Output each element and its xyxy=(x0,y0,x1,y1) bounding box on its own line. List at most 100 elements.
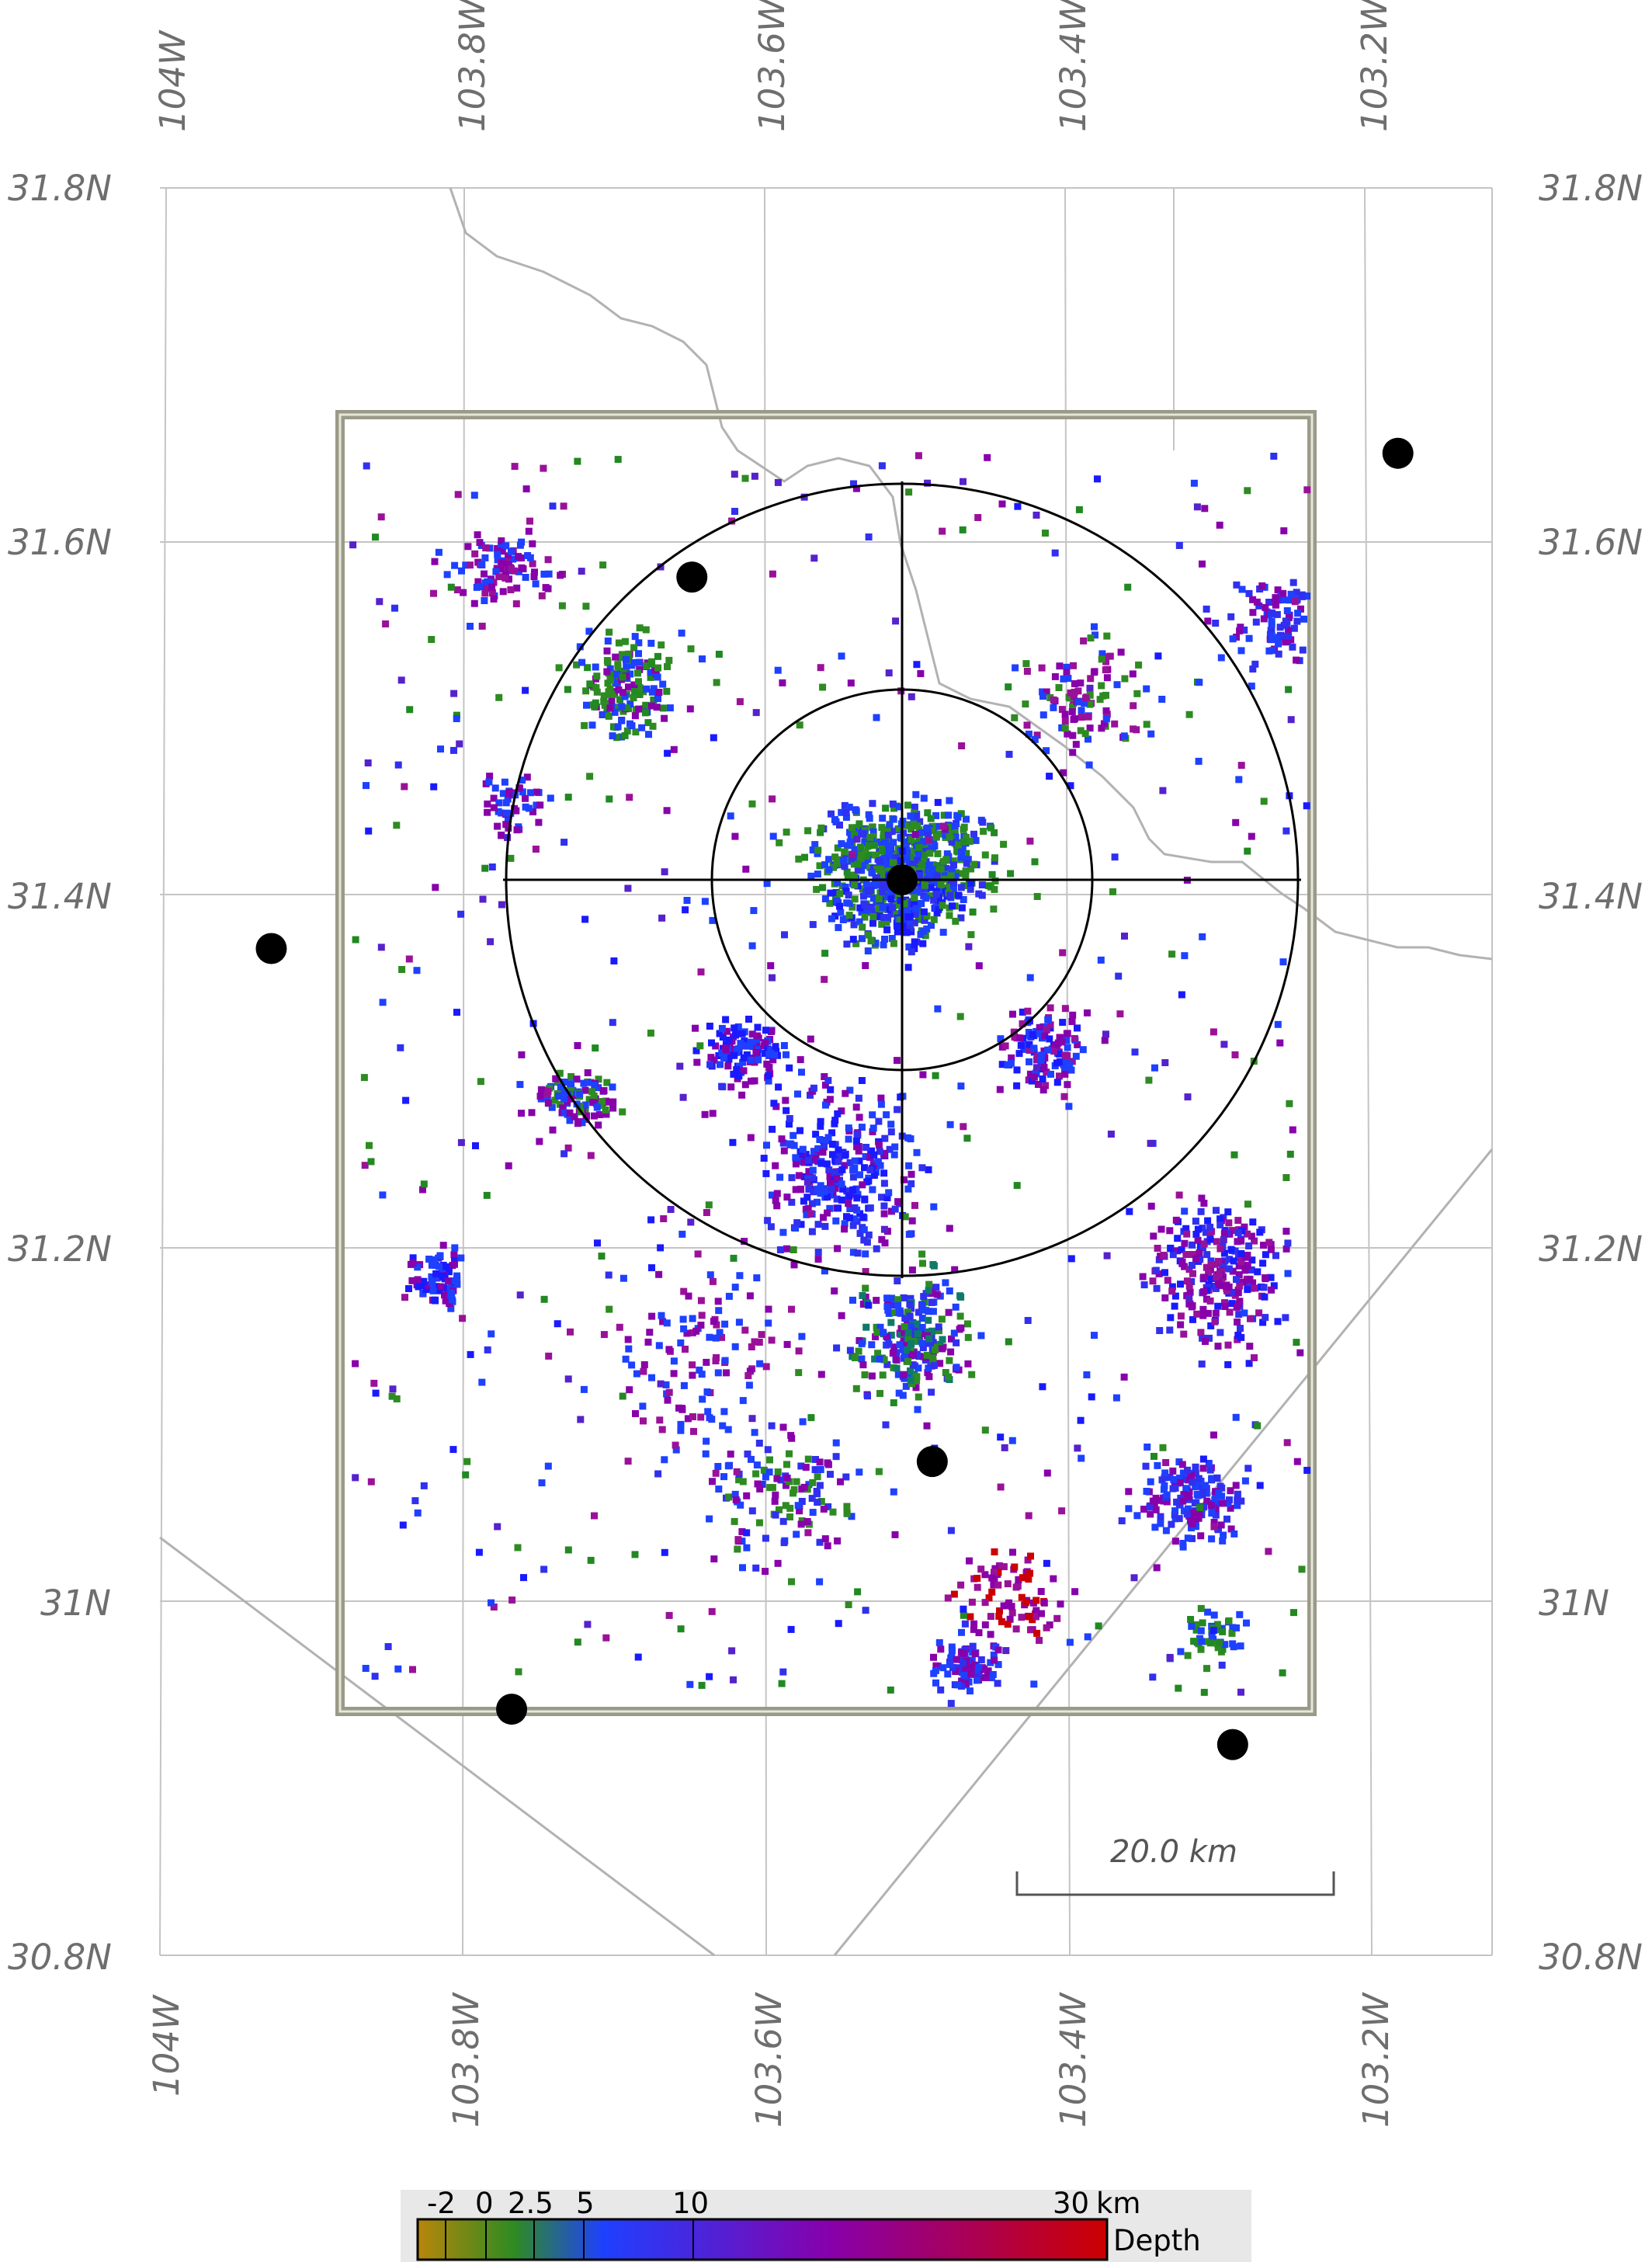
event-point xyxy=(1204,617,1212,625)
event-point xyxy=(736,1272,744,1280)
event-point xyxy=(1033,1629,1041,1637)
event-point xyxy=(1245,1360,1253,1367)
event-point xyxy=(773,1202,781,1210)
event-point xyxy=(505,561,512,568)
event-point xyxy=(518,538,526,546)
event-point xyxy=(812,1131,820,1138)
event-point xyxy=(1189,1315,1196,1323)
event-point xyxy=(967,1613,974,1621)
event-point xyxy=(925,1339,932,1347)
event-point xyxy=(605,1271,613,1279)
event-point xyxy=(1031,735,1039,743)
event-point xyxy=(765,1319,772,1327)
event-point xyxy=(481,589,489,597)
event-point xyxy=(894,928,901,936)
event-point xyxy=(745,1016,752,1023)
event-point xyxy=(636,624,644,632)
event-point xyxy=(975,1663,983,1671)
event-point xyxy=(1228,1629,1236,1637)
event-point xyxy=(771,1497,779,1505)
event-point xyxy=(1178,1461,1186,1468)
event-point xyxy=(1274,586,1282,594)
event-point xyxy=(1150,1232,1157,1240)
event-point xyxy=(893,910,901,917)
event-point xyxy=(906,1312,914,1320)
event-point xyxy=(1041,1032,1049,1040)
event-point xyxy=(1244,1230,1251,1238)
event-point xyxy=(958,1677,966,1685)
event-point xyxy=(743,1544,751,1551)
event-point xyxy=(1153,1284,1161,1292)
event-point xyxy=(647,1216,655,1224)
event-point xyxy=(1197,1645,1205,1653)
event-point xyxy=(841,1162,849,1169)
event-point xyxy=(878,824,886,832)
event-point xyxy=(363,462,370,470)
event-point xyxy=(1225,1617,1233,1624)
event-point xyxy=(1220,1230,1228,1238)
event-point xyxy=(451,1257,458,1264)
event-point xyxy=(389,1385,397,1393)
event-point xyxy=(448,1289,456,1297)
event-point xyxy=(988,1588,996,1596)
colorbar-unit: km xyxy=(1096,2187,1140,2220)
event-point xyxy=(653,704,661,711)
event-point xyxy=(923,912,931,920)
event-point xyxy=(1189,1520,1196,1527)
event-point xyxy=(1081,700,1088,707)
event-point xyxy=(620,1274,627,1282)
event-point xyxy=(502,821,510,829)
event-point xyxy=(567,1095,574,1103)
event-point xyxy=(1027,1626,1034,1634)
event-point xyxy=(1166,1653,1174,1661)
event-point xyxy=(1116,1010,1124,1018)
event-point xyxy=(1067,689,1074,697)
event-point xyxy=(557,1083,564,1091)
event-point xyxy=(478,1378,486,1386)
event-point xyxy=(453,586,461,594)
event-point xyxy=(1140,1506,1147,1513)
event-point xyxy=(933,891,940,898)
event-point xyxy=(1228,1300,1236,1308)
event-point xyxy=(1085,761,1093,769)
event-point xyxy=(1033,893,1041,900)
event-point xyxy=(1221,1257,1229,1265)
event-point xyxy=(927,884,935,891)
event-point xyxy=(399,1521,407,1529)
event-point xyxy=(487,938,495,946)
event-point xyxy=(610,957,618,964)
event-point xyxy=(1191,1499,1199,1507)
event-point xyxy=(654,652,661,660)
event-point xyxy=(885,1189,893,1197)
event-point xyxy=(672,1441,679,1449)
event-point xyxy=(703,1358,710,1366)
event-point xyxy=(608,697,616,705)
event-point xyxy=(714,1463,722,1470)
event-point xyxy=(1233,1276,1240,1284)
event-point xyxy=(946,884,953,891)
event-point xyxy=(518,1051,526,1058)
event-point xyxy=(447,1305,455,1312)
event-point xyxy=(1013,1082,1021,1089)
event-point xyxy=(981,1599,989,1607)
event-point xyxy=(1196,679,1203,686)
event-point xyxy=(864,906,872,914)
event-point xyxy=(659,704,667,712)
event-point xyxy=(676,1062,684,1070)
event-point xyxy=(662,1381,670,1388)
event-point xyxy=(936,1360,944,1367)
event-point xyxy=(582,687,590,695)
event-point xyxy=(925,1166,932,1173)
event-point xyxy=(1285,632,1293,640)
event-point xyxy=(502,542,510,550)
event-point xyxy=(722,1041,730,1048)
event-point xyxy=(1282,1174,1290,1181)
event-point xyxy=(846,1086,854,1094)
event-point xyxy=(414,1263,422,1271)
event-point xyxy=(507,586,515,593)
event-point xyxy=(968,1598,976,1606)
event-point xyxy=(890,859,897,867)
event-point xyxy=(935,1638,943,1646)
event-point xyxy=(631,712,639,720)
event-point xyxy=(769,570,776,578)
